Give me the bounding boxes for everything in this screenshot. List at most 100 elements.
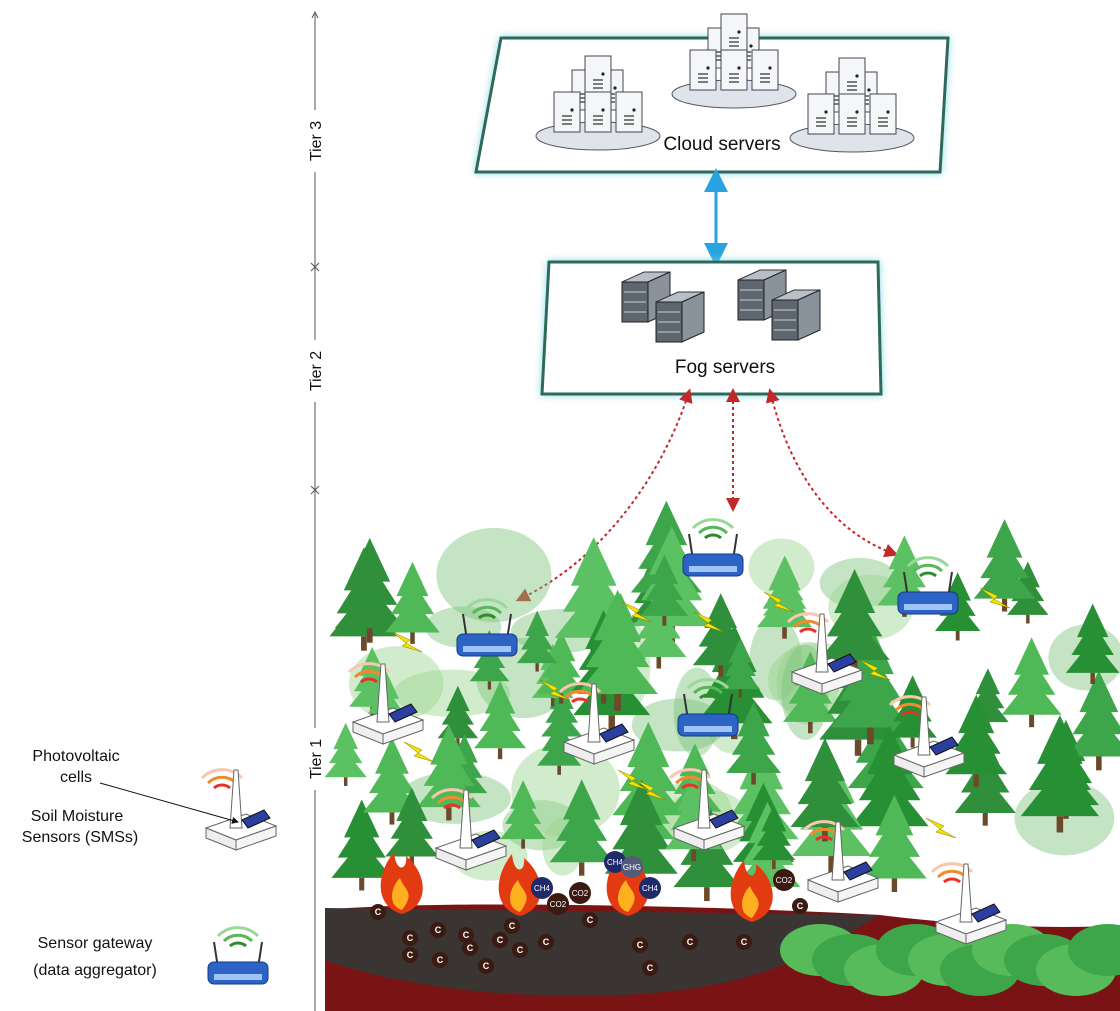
signal-arc xyxy=(224,935,252,941)
gateway-body xyxy=(208,962,268,984)
gateway-front xyxy=(214,974,262,980)
server-box xyxy=(808,94,834,134)
server-box xyxy=(721,14,747,54)
server-led xyxy=(706,66,709,69)
server-box xyxy=(839,58,865,98)
server-led xyxy=(570,108,573,111)
tree-trunk xyxy=(498,748,502,759)
legend-text: (data aggregator) xyxy=(33,962,157,979)
server-box xyxy=(839,94,865,134)
tree-trunk xyxy=(1026,615,1029,624)
signal-arc xyxy=(944,879,960,882)
carbon-label: C xyxy=(375,907,382,917)
tree-trunk xyxy=(1057,816,1064,832)
server-led xyxy=(601,108,604,111)
carbon-label: C xyxy=(463,930,470,940)
tree-trunk xyxy=(739,689,742,697)
tree-trunk xyxy=(535,663,538,671)
server-led xyxy=(855,74,858,77)
tree-trunk xyxy=(614,694,621,711)
fog-gateway-link xyxy=(771,395,892,553)
forest-scene: CH4GHGCH4CH4CO2CO2CO2CCCCCCCCCCCCCCCCCC xyxy=(325,501,1120,1011)
tree-trunk xyxy=(911,738,915,748)
gas-label: CO2 xyxy=(550,900,567,909)
server-box xyxy=(690,50,716,90)
tree-layer xyxy=(805,738,845,781)
tree-trunk xyxy=(892,878,897,891)
legend-text: Photovoltaic xyxy=(32,748,119,765)
tier-label: Tier 3 xyxy=(308,121,325,161)
tree-trunk xyxy=(410,632,415,643)
tree-trunk xyxy=(446,807,451,820)
tree-trunk xyxy=(867,728,874,745)
tree-trunk xyxy=(367,628,373,643)
tree-trunk xyxy=(361,636,367,650)
wireless-bolt xyxy=(404,742,434,762)
tree-layer xyxy=(987,519,1023,557)
legend-text: cells xyxy=(60,769,92,786)
signal-arc xyxy=(914,565,942,571)
server-box xyxy=(721,50,747,90)
tier-label: Tier 2 xyxy=(308,351,325,391)
server-box xyxy=(585,56,611,96)
tree-layer xyxy=(976,668,1000,694)
gateway-body xyxy=(457,634,517,656)
server-box xyxy=(752,50,778,90)
diagram: Tier 3 Tier 2 Tier 1 Cloud servers Fog s… xyxy=(0,0,1120,1011)
tree-trunk xyxy=(1029,715,1034,727)
carbon-label: C xyxy=(543,937,550,947)
tree-trunk xyxy=(808,722,813,733)
carbon-label: C xyxy=(687,937,694,947)
gas-label: GHG xyxy=(623,863,641,872)
carbon-label: C xyxy=(517,945,524,955)
gateway-body xyxy=(898,592,958,614)
signal-arc xyxy=(938,871,966,877)
signal-arc xyxy=(800,629,816,632)
gas-label: CH4 xyxy=(534,884,551,893)
server-led xyxy=(768,66,771,69)
gas-label: CO2 xyxy=(776,876,793,885)
carbon-label: C xyxy=(437,955,444,965)
server-led xyxy=(601,72,604,75)
signal-arc xyxy=(572,699,588,702)
gateway-front xyxy=(684,726,732,732)
gateway-front xyxy=(904,604,952,610)
legend-icons xyxy=(202,770,276,984)
carbon-label: C xyxy=(407,933,414,943)
carbon-label: C xyxy=(435,925,442,935)
server-led xyxy=(737,66,740,69)
tree-trunk xyxy=(718,665,723,677)
carbon-label: C xyxy=(467,943,474,953)
gateway-body xyxy=(683,554,743,576)
tree-layer xyxy=(1014,637,1049,674)
server-led xyxy=(867,88,870,91)
tree-trunk xyxy=(1096,756,1102,770)
server-led xyxy=(886,110,889,113)
tree-trunk xyxy=(704,887,710,901)
signal-arc xyxy=(699,527,727,533)
tree-layer xyxy=(1037,715,1083,764)
server-led xyxy=(749,44,752,47)
tree-layer xyxy=(704,593,737,628)
tree-layer xyxy=(571,537,617,586)
tree-trunk xyxy=(656,657,661,669)
tree-layer xyxy=(889,535,921,569)
server-led xyxy=(632,108,635,111)
signal-arc xyxy=(208,777,236,783)
tree-trunk xyxy=(557,766,561,775)
tree-trunk xyxy=(974,774,979,787)
signal-arc xyxy=(705,535,721,538)
signal-arc xyxy=(920,573,936,576)
tree-trunk xyxy=(956,631,960,640)
tree-trunk xyxy=(579,862,584,875)
gas-label: CO2 xyxy=(572,889,589,898)
carbon-label: C xyxy=(497,935,504,945)
tree-trunk xyxy=(691,849,696,861)
gateway-front xyxy=(463,646,511,652)
tree-trunk xyxy=(488,681,491,689)
tree-trunk xyxy=(855,740,861,756)
gateway-body xyxy=(678,714,738,736)
carbon-label: C xyxy=(637,940,644,950)
fog-label: Fog servers xyxy=(675,357,775,378)
tree-trunk xyxy=(390,812,395,824)
